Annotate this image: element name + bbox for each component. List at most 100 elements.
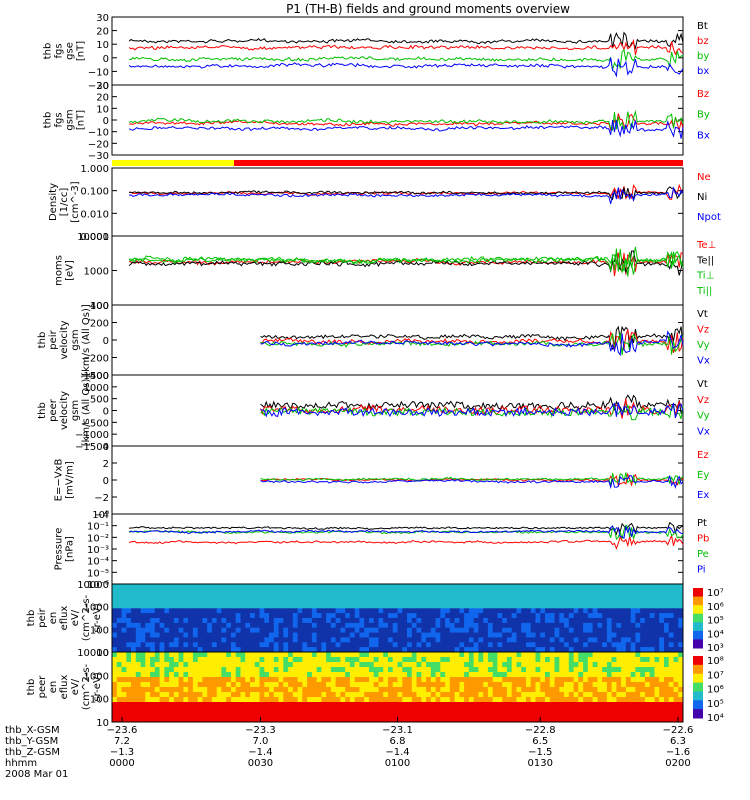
heatmap-cell	[649, 667, 655, 673]
heatmap-cell	[254, 622, 261, 629]
heatmap-cell	[140, 608, 146, 614]
heatmap-cell	[530, 687, 536, 693]
heatmap-cell	[369, 707, 375, 713]
heatmap-cell	[259, 608, 265, 614]
heatmap-cell	[150, 657, 156, 663]
heatmap-cell	[416, 682, 422, 688]
heatmap-cell	[445, 588, 451, 595]
heatmap-cell	[221, 642, 227, 648]
heatmap-cell	[592, 682, 598, 688]
legend-label: Te⊥	[696, 240, 716, 251]
heatmap-cell	[654, 642, 660, 648]
heatmap-cell	[473, 707, 479, 713]
heatmap-cell	[606, 657, 613, 663]
series-line-Ne	[129, 183, 684, 200]
heatmap-cell	[197, 622, 203, 629]
heatmap-cell	[530, 667, 536, 673]
heatmap-cell	[140, 584, 146, 590]
heatmap-cell	[311, 598, 318, 604]
heatmap-cell	[188, 637, 194, 643]
heatmap-cell	[578, 647, 584, 653]
heatmap-cell	[126, 613, 132, 619]
heatmap-cell	[654, 618, 660, 624]
heatmap-cell	[397, 657, 403, 663]
heatmap-cell	[602, 618, 608, 624]
heatmap-cell	[625, 657, 632, 663]
heatmap-cell	[454, 593, 460, 600]
heatmap-cell	[540, 622, 546, 629]
heatmap-cell	[644, 697, 651, 703]
heatmap-cell	[549, 603, 556, 609]
heatmap-cell	[231, 632, 237, 638]
heatmap-cell	[426, 712, 432, 718]
heatmap-cell	[407, 613, 413, 619]
heatmap-cell	[492, 593, 498, 600]
heatmap-cell	[364, 702, 370, 708]
heatmap-cell	[145, 652, 151, 658]
heatmap-cell	[169, 598, 175, 604]
heatmap-cell	[407, 642, 413, 648]
heatmap-cell	[625, 642, 632, 648]
heatmap-cell	[502, 672, 508, 678]
heatmap-cell	[273, 677, 280, 683]
heatmap-cell	[292, 647, 299, 653]
heatmap-cell	[521, 598, 527, 604]
heatmap-cell	[430, 603, 437, 609]
heatmap-cell	[602, 657, 608, 663]
heatmap-cell	[221, 662, 227, 668]
heatmap-cell	[316, 618, 322, 624]
heatmap-cell	[397, 627, 403, 634]
heatmap-cell	[497, 613, 503, 619]
heatmap-cell	[240, 627, 246, 634]
heatmap-cell	[430, 632, 437, 638]
heatmap-cell	[250, 677, 256, 683]
heatmap-cell	[616, 667, 622, 673]
heatmap-cell	[545, 677, 551, 683]
heatmap-cell	[292, 682, 299, 688]
heatmap-cell	[202, 637, 208, 643]
heatmap-cell	[430, 672, 437, 678]
heatmap-cell	[611, 667, 617, 673]
heatmap-cell	[269, 593, 275, 600]
heatmap-cell	[459, 584, 465, 590]
x-tick-label: 6.8	[390, 736, 406, 747]
heatmap-cell	[231, 584, 237, 590]
heatmap-cell	[278, 584, 284, 590]
heatmap-cell	[430, 707, 437, 713]
heatmap-cell	[269, 667, 275, 673]
heatmap-cell	[440, 662, 446, 668]
heatmap-cell	[468, 672, 475, 678]
heatmap-cell	[411, 707, 418, 713]
heatmap-cell	[169, 618, 175, 624]
heatmap-cell	[235, 657, 241, 663]
heatmap-cell	[378, 613, 384, 619]
heatmap-cell	[112, 692, 118, 698]
heatmap-cell	[545, 588, 551, 595]
heatmap-cell	[250, 584, 256, 590]
heatmap-cell	[454, 662, 460, 668]
heatmap-cell	[640, 677, 646, 683]
heatmap-cell	[635, 627, 641, 634]
heatmap-cell	[497, 677, 503, 683]
heatmap-cell	[545, 687, 551, 693]
heatmap-cell	[288, 588, 294, 595]
heatmap-cell	[649, 662, 655, 668]
heatmap-cell	[288, 687, 294, 693]
panel-frame	[111, 235, 684, 306]
heatmap-cell	[445, 672, 451, 678]
heatmap-cell	[621, 687, 627, 693]
heatmap-cell	[116, 584, 123, 590]
heatmap-cell	[640, 642, 646, 648]
heatmap-cell	[430, 662, 437, 668]
heatmap-cell	[226, 682, 232, 688]
heatmap-cell	[335, 697, 341, 703]
heatmap-cell	[568, 584, 575, 590]
heatmap-cell	[202, 682, 208, 688]
heatmap-cell	[245, 662, 251, 668]
heatmap-cell	[164, 717, 170, 723]
heatmap-cell	[421, 608, 427, 614]
heatmap-cell	[112, 618, 118, 624]
heatmap-cell	[197, 613, 203, 619]
heatmap-cell	[668, 603, 674, 609]
heatmap-cell	[630, 712, 636, 718]
